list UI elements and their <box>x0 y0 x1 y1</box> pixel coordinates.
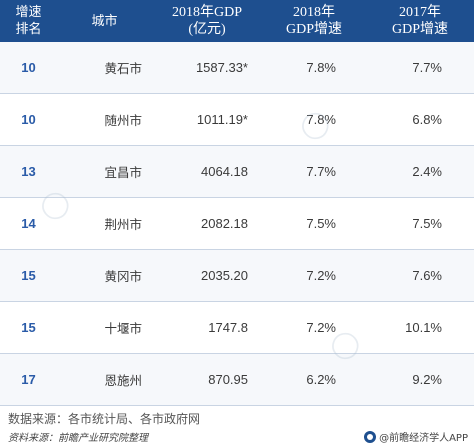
table-header: 增速 排名 城市 2018年GDP (亿元) 2018年 GDP增速 2017年… <box>0 0 474 42</box>
growth-2017-cell: 6.8% <box>412 112 442 127</box>
gdp-cell: 2035.20 <box>201 268 248 283</box>
growth-2018-cell: 6.2% <box>306 372 336 387</box>
growth-2018-cell: 7.8% <box>306 60 336 75</box>
table-row: 17 恩施州 870.95 6.2% 9.2% <box>0 354 474 406</box>
rank-cell: 15 <box>21 268 36 283</box>
growth-2018-cell: 7.5% <box>306 216 336 231</box>
city-cell: 随州市 <box>104 113 142 128</box>
table-row: 15 十堰市 1747.8 7.2% 10.1% <box>0 302 474 354</box>
growth-2017-cell: 7.5% <box>412 216 442 231</box>
header-gdp-growth-2018: 2018年 GDP增速 <box>285 5 342 37</box>
data-source-note: 数据来源：各市统计局、各市政府网 <box>8 412 201 426</box>
table-body: 10 黄石市 1587.33* 7.8% 7.7% 10 随州市 1011.19… <box>0 42 474 406</box>
rank-cell: 15 <box>21 320 36 335</box>
growth-2017-cell: 7.6% <box>412 268 442 283</box>
city-cell: 黄冈市 <box>104 269 142 284</box>
table-row: 13 宜昌市 4064.18 7.7% 2.4% <box>0 146 474 198</box>
material-source-note: 资料来源：前瞻产业研究院整理 <box>8 433 148 444</box>
city-cell: 恩施州 <box>104 373 142 388</box>
table-row: 10 黄石市 1587.33* 7.8% 7.7% <box>0 42 474 94</box>
rank-cell: 14 <box>21 216 36 231</box>
rank-cell: 17 <box>21 372 36 387</box>
growth-2018-cell: 7.8% <box>306 112 336 127</box>
rank-cell: 10 <box>21 112 36 127</box>
gdp-cell: 1011.19* <box>196 112 248 127</box>
header-gdp-growth-2017: 2017年 GDP增速 <box>391 5 448 37</box>
gdp-cell: 4064.18 <box>201 164 248 179</box>
city-cell: 荆州市 <box>104 217 142 232</box>
header-gdp: 2018年GDP (亿元) <box>171 5 242 37</box>
table-row: 10 随州市 1011.19* 7.8% 6.8% <box>0 94 474 146</box>
gdp-cell: 2082.18 <box>201 216 248 231</box>
brand-credit: @前瞻经济学人APP <box>364 429 468 444</box>
table-row: 15 黄冈市 2035.20 7.2% 7.6% <box>0 250 474 302</box>
gdp-table: 增速 排名 城市 2018年GDP (亿元) 2018年 GDP增速 2017年… <box>0 0 474 406</box>
city-cell: 黄石市 <box>104 61 142 76</box>
brand-logo-icon <box>364 430 377 443</box>
footer: 数据来源：各市统计局、各市政府网 资料来源：前瞻产业研究院整理 @前瞻经济学人A… <box>0 406 474 445</box>
header-city: 城市 <box>91 13 118 29</box>
header-rank: 增速 排名 <box>15 5 42 37</box>
growth-2017-cell: 7.7% <box>412 60 442 75</box>
growth-2018-cell: 7.7% <box>306 164 336 179</box>
growth-2017-cell: 9.2% <box>412 372 442 387</box>
growth-2017-cell: 2.4% <box>412 164 442 179</box>
growth-2018-cell: 7.2% <box>306 268 336 283</box>
city-cell: 十堰市 <box>104 321 142 336</box>
brand-label: @前瞻经济学人APP <box>379 433 468 444</box>
gdp-cell: 1587.33* <box>195 60 248 75</box>
rank-cell: 13 <box>21 164 36 179</box>
gdp-cell: 1747.8 <box>208 320 248 335</box>
rank-cell: 10 <box>21 60 36 75</box>
city-cell: 宜昌市 <box>104 165 142 180</box>
gdp-cell: 870.95 <box>208 372 248 387</box>
table-row: 14 荆州市 2082.18 7.5% 7.5% <box>0 198 474 250</box>
growth-2017-cell: 10.1% <box>405 320 442 335</box>
growth-2018-cell: 7.2% <box>306 320 336 335</box>
